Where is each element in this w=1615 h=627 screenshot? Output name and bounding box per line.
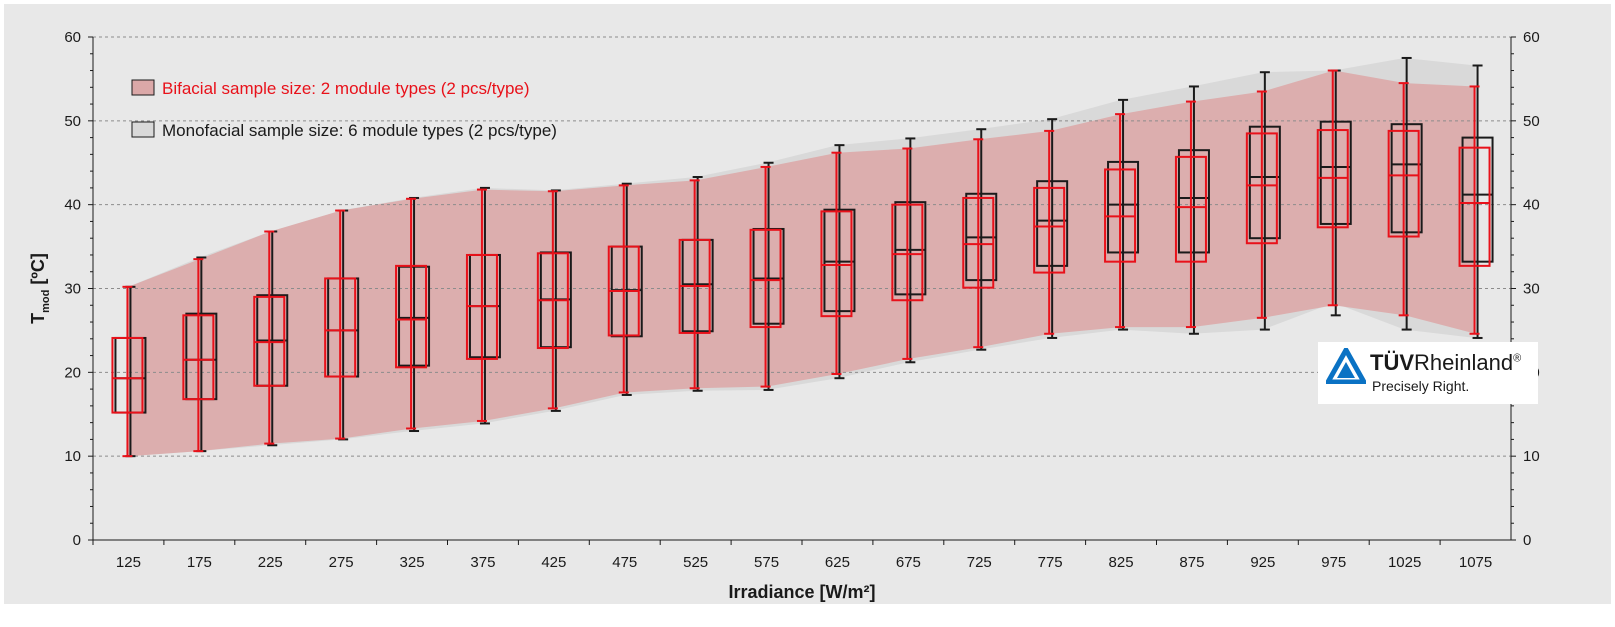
y-tick-label-left: 50 [64, 113, 81, 130]
monofacial-iqr [1036, 180, 1069, 267]
monofacial-box [965, 128, 998, 351]
monofacial-box [1319, 69, 1352, 317]
bifacial-iqr [749, 228, 782, 329]
bifacial-box [182, 258, 215, 453]
bifacial-box [1245, 90, 1278, 319]
bifacial-box [891, 147, 924, 360]
bifacial-iqr [182, 314, 215, 401]
y-tick-label-left: 10 [64, 448, 81, 465]
x-tick-label: 625 [825, 554, 850, 571]
bifacial-iqr [1174, 155, 1207, 263]
bifacial-box [111, 285, 144, 458]
x-tick-label: 575 [754, 554, 779, 571]
bifacial-iqr [1458, 146, 1491, 267]
x-tick-label: 925 [1250, 554, 1275, 571]
x-tick-label: 775 [1038, 554, 1063, 571]
x-tick-label: 325 [400, 554, 425, 571]
x-tick-label: 475 [612, 554, 637, 571]
bifacial-iqr [324, 277, 357, 378]
bifacial-box [607, 184, 640, 394]
logo-tagline: Precisely Right. [1372, 378, 1470, 394]
monofacial-iqr [1461, 136, 1494, 263]
y-tick-label-right: 0 [1523, 532, 1531, 549]
monofacial-iqr [1390, 123, 1423, 234]
bifacial-box [1387, 82, 1420, 317]
x-tick-label: 875 [1179, 554, 1204, 571]
monofacial-box [1461, 64, 1494, 339]
monofacial-iqr [823, 208, 856, 313]
x-tick-label: 725 [967, 554, 992, 571]
monofacial-box [823, 144, 856, 380]
tuv-triangle-icon [1326, 348, 1366, 384]
x-tick-label: 425 [541, 554, 566, 571]
x-tick-label: 825 [1109, 554, 1134, 571]
monofacial-box [1036, 118, 1069, 339]
y-tick-label-right: 30 [1523, 281, 1540, 298]
bifacial-box [749, 165, 782, 388]
bifacial-iqr [820, 210, 853, 318]
x-tick-label: 175 [187, 554, 212, 571]
legend-swatch-monofacial [131, 121, 155, 138]
x-tick-label: 1025 [1388, 554, 1421, 571]
x-tick-label: 975 [1321, 554, 1346, 571]
bifacial-box [1033, 129, 1066, 335]
x-tick-label: 675 [896, 554, 921, 571]
bifacial-iqr [891, 203, 924, 302]
x-tick-label: 525 [683, 554, 708, 571]
monofacial-box [1248, 71, 1281, 331]
bifacial-box [395, 197, 428, 430]
bifacial-box [1458, 85, 1491, 335]
bifacial-box [1174, 100, 1207, 329]
legend-swatch-bifacial [131, 79, 155, 96]
monofacial-iqr [894, 201, 927, 296]
bifacial-iqr [962, 196, 995, 289]
legend-label-monofacial: Monofacial sample size: 6 module types (… [162, 121, 557, 140]
bifacial-box [465, 188, 498, 422]
logo-name: TÜVRheinland® [1370, 350, 1522, 375]
y-tick-label-right: 60 [1523, 29, 1540, 46]
y-tick-label-left: 20 [64, 364, 81, 381]
monofacial-box [1107, 98, 1140, 331]
x-axis-label: Irradiance [W/m²] [728, 582, 875, 602]
bifacial-box [962, 138, 995, 349]
monofacial-box [1390, 56, 1423, 331]
bifacial-iqr [1245, 132, 1278, 245]
y-tick-label-right: 50 [1523, 113, 1540, 130]
tuv-rheinland-logo: TÜVRheinland® Precisely Right. [1318, 342, 1538, 404]
y-tick-label-left: 60 [64, 29, 81, 46]
monofacial-iqr [1177, 149, 1210, 254]
bifacial-box [820, 151, 853, 376]
y-tick-label-left: 30 [64, 281, 81, 298]
monofacial-iqr [1248, 125, 1281, 240]
bifacial-box [1104, 113, 1137, 329]
bifacial-box [678, 179, 711, 390]
y-tick-label-right: 40 [1523, 197, 1540, 214]
x-tick-label: 225 [258, 554, 283, 571]
bifacial-box [536, 190, 569, 410]
bifacial-box [253, 230, 286, 445]
y-axis-label: Tmod [ºC] [28, 253, 52, 324]
x-tick-label: 375 [470, 554, 495, 571]
monofacial-iqr [1319, 120, 1352, 225]
bifacial-iqr [1387, 129, 1420, 238]
x-tick-label: 125 [116, 554, 141, 571]
monofacial-iqr [1107, 160, 1140, 254]
bifacial-iqr [395, 264, 428, 369]
bifacial-iqr [1033, 186, 1066, 274]
bifacial-box [1316, 69, 1349, 307]
x-tick-label: 1075 [1459, 554, 1492, 571]
bifacial-iqr [111, 336, 144, 414]
monofacial-box [894, 137, 927, 364]
y-tick-label-right: 10 [1523, 448, 1540, 465]
y-tick-label-left: 0 [73, 532, 81, 549]
x-tick-label: 275 [329, 554, 354, 571]
bifacial-box [324, 209, 357, 440]
monofacial-box [1177, 85, 1210, 335]
y-tick-label-left: 40 [64, 197, 81, 214]
legend-label-bifacial: Bifacial sample size: 2 module types (2 … [162, 79, 530, 98]
